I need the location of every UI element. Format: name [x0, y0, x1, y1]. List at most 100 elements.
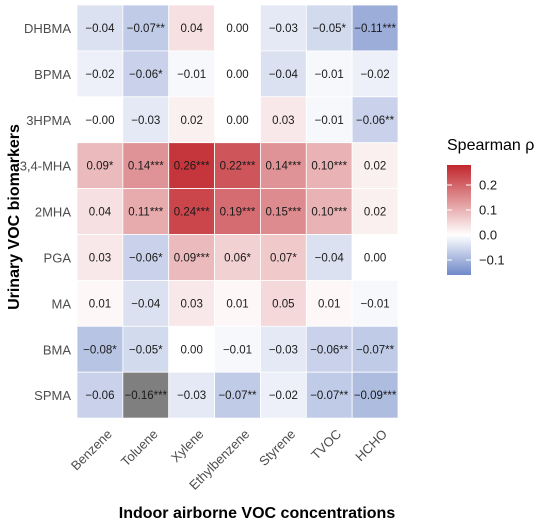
cell-value-label: −0.05*: [312, 23, 346, 35]
cell-value-label: 0.00: [364, 252, 386, 264]
heatmap-cell: [260, 279, 307, 327]
legend-tick-label: 0.2: [479, 178, 497, 193]
cell-value-label: −0.07**: [218, 390, 257, 402]
heatmap-cell: [351, 234, 399, 281]
cell-value-label: −0.06**: [356, 115, 395, 127]
heatmap-cell: [260, 50, 307, 98]
cell-value-label: 0.00: [226, 115, 248, 127]
y-tick-label: 2MHA: [35, 205, 71, 220]
x-tick-label: Toluene: [118, 426, 161, 469]
heatmap-cell: [76, 234, 124, 281]
cell-value-label: −0.11***: [354, 23, 396, 35]
heatmap-cell: [260, 371, 307, 419]
cell-value-label: 0.01: [89, 298, 111, 310]
cell-value-label: −0.04: [85, 23, 115, 35]
heatmap-cell: [76, 279, 124, 327]
y-tick-label: MA: [52, 296, 72, 311]
cell-value-label: −0.01: [223, 344, 252, 356]
y-tick-label: 3,4-MHA: [20, 159, 72, 174]
heatmap-cell: [168, 371, 215, 419]
cell-value-label: 0.24***: [174, 207, 210, 219]
cell-value-label: −0.09***: [354, 390, 397, 402]
y-tick-label: BPMA: [34, 67, 71, 82]
heatmap-cell: [168, 188, 215, 235]
heatmap-cell: [214, 279, 261, 327]
heatmap-cell: [76, 371, 124, 419]
x-tick-label: Xylene: [168, 426, 207, 465]
heatmap-cell: [351, 371, 399, 419]
legend-tick-label: −0.1: [479, 253, 505, 268]
cell-value-label: −0.02: [269, 390, 298, 402]
cell-value-label: 0.03: [180, 298, 202, 310]
heatmap-cell: [260, 234, 307, 281]
heatmap-cell: [260, 325, 307, 373]
heatmap-cell: [351, 50, 399, 98]
x-tick-label: Styrene: [256, 426, 298, 468]
cell-value-label: −0.07**: [356, 344, 395, 356]
heatmap-cell: [305, 279, 353, 327]
x-axis-title: Indoor airborne VOC concentrations: [119, 505, 396, 522]
heatmap-cell: [351, 142, 399, 189]
cell-value-label: 0.10***: [311, 207, 347, 219]
heatmap-cell: [351, 279, 399, 327]
cell-value-label: 0.11***: [128, 207, 163, 219]
heatmap-cell: [305, 4, 353, 52]
cell-value-label: −0.01: [315, 115, 344, 127]
legend-colorbar: [447, 165, 471, 275]
cell-value-label: 0.00: [180, 344, 202, 356]
cell-value-label: 0.09***: [174, 252, 210, 264]
cell-value-label: −0.01: [177, 69, 206, 81]
cell-value-label: −0.04: [131, 298, 161, 310]
cell-value-label: 0.07*: [270, 252, 297, 264]
cell-value-label: 0.15***: [265, 207, 301, 219]
cell-value-label: 0.19***: [220, 207, 256, 219]
cell-value-label: 0.05: [272, 298, 294, 310]
y-axis-title: Urinary VOC biomarkers: [6, 124, 23, 310]
heatmap-cell: [214, 371, 261, 419]
cell-value-label: 0.02: [364, 161, 386, 173]
cell-value-label: −0.06*: [129, 69, 163, 81]
heatmap-cell: [168, 96, 215, 144]
heatmap-cell: [260, 96, 307, 144]
cell-value-label: 0.00: [226, 23, 248, 35]
cell-value-label: 0.02: [180, 115, 202, 127]
cell-value-label: −0.05*: [129, 344, 163, 356]
cell-value-label: 0.09*: [87, 161, 114, 173]
legend-tick-label: 0.0: [479, 228, 497, 243]
heatmap-cell: [305, 325, 353, 373]
heatmap-cell: [351, 325, 399, 373]
heatmap-cell: [122, 4, 170, 52]
heatmap-cell: [76, 325, 124, 373]
heatmap-cell: [122, 325, 170, 373]
color-legend: Spearman ρ 0.2 0.1 0.0 −0.1: [447, 137, 534, 275]
cell-value-label: −0.03: [269, 344, 298, 356]
cell-value-label: −0.01: [315, 69, 344, 81]
cell-value-label: 0.06*: [224, 252, 251, 264]
heatmap-cell: [168, 279, 215, 327]
heatmap-cell: [168, 4, 215, 52]
heatmap-cell: [76, 50, 124, 98]
heatmap-cell: [168, 50, 215, 98]
heatmap-cell: [122, 234, 170, 281]
y-tick-label: PGA: [44, 250, 72, 265]
legend-tick-label: 0.1: [479, 203, 497, 218]
cell-value-label: 0.03: [272, 115, 294, 127]
y-tick-label: SPMA: [34, 388, 71, 403]
heatmap-cell: [76, 4, 124, 52]
legend-ticks: 0.2 0.1 0.0 −0.1: [447, 178, 505, 268]
heatmap-cell: [76, 188, 124, 235]
heatmap-cell: [76, 142, 124, 189]
y-axis-ticks: DHBMA BPMA 3HPMA 3,4-MHA 2MHA PGA MA BMA SPMA: [20, 21, 72, 403]
cell-value-label: −0.02: [85, 69, 114, 81]
heatmap-cell: [214, 325, 261, 373]
cell-value-label: 0.22***: [220, 161, 256, 173]
cell-value-label: −0.03: [177, 390, 206, 402]
cell-value-label: −0.03: [131, 115, 160, 127]
y-tick-label: BMA: [43, 342, 72, 357]
cell-value-label: 0.04: [89, 207, 112, 219]
cell-value-label: 0.14***: [128, 161, 164, 173]
y-tick-label: DHBMA: [24, 21, 71, 36]
cell-labels: −0.04 −0.07** 0.04 0.00 −0.03 −0.05* −0.11***−…: [83, 23, 397, 402]
